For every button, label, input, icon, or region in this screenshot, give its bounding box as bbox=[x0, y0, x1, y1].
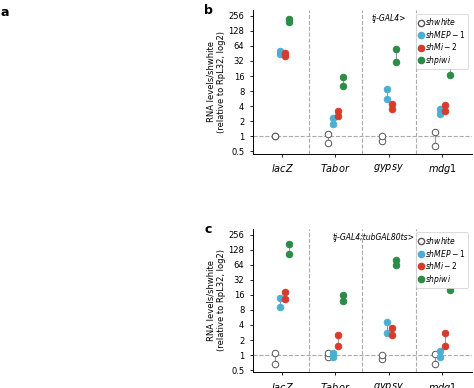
Text: a: a bbox=[0, 6, 9, 19]
Point bbox=[281, 289, 289, 295]
Point bbox=[329, 354, 337, 360]
Point bbox=[378, 355, 386, 362]
Point bbox=[339, 298, 346, 304]
Point bbox=[334, 343, 342, 350]
Point bbox=[339, 74, 346, 81]
Legend: $\it{shwhite}$, $\it{shMEP-1}$, $\it{shMi-2}$, $\it{shpiwi}$: $\it{shwhite}$, $\it{shMEP-1}$, $\it{shM… bbox=[416, 14, 468, 69]
Point bbox=[392, 262, 400, 268]
Point bbox=[392, 46, 400, 52]
Point bbox=[441, 108, 449, 114]
Point bbox=[383, 319, 391, 326]
Point bbox=[276, 51, 283, 57]
Point bbox=[378, 352, 386, 358]
Point bbox=[325, 139, 332, 146]
Point bbox=[446, 275, 454, 281]
Point bbox=[271, 133, 279, 139]
Point bbox=[388, 332, 395, 338]
Point bbox=[431, 129, 439, 135]
Point bbox=[378, 133, 386, 139]
Point bbox=[378, 138, 386, 144]
Point bbox=[286, 16, 293, 22]
Point bbox=[441, 330, 449, 336]
Point bbox=[286, 241, 293, 247]
Point bbox=[383, 330, 391, 336]
Text: c: c bbox=[204, 223, 212, 236]
Text: b: b bbox=[204, 4, 213, 17]
Y-axis label: RNA levels/shwhite
(relative to RpL32, log2): RNA levels/shwhite (relative to RpL32, l… bbox=[206, 249, 226, 352]
Point bbox=[271, 133, 279, 139]
Point bbox=[383, 96, 391, 102]
Point bbox=[388, 106, 395, 112]
Point bbox=[281, 296, 289, 303]
Y-axis label: RNA levels/shwhite
(relative to RpL32, log2): RNA levels/shwhite (relative to RpL32, l… bbox=[206, 31, 226, 133]
Point bbox=[334, 332, 342, 338]
Point bbox=[441, 343, 449, 350]
Point bbox=[281, 53, 289, 59]
Point bbox=[339, 83, 346, 89]
Point bbox=[334, 108, 342, 114]
Point bbox=[339, 292, 346, 298]
Point bbox=[325, 131, 332, 137]
Point bbox=[388, 100, 395, 107]
Point bbox=[325, 354, 332, 360]
Point bbox=[437, 111, 444, 117]
Text: tj-GAL4>: tj-GAL4> bbox=[371, 14, 406, 23]
Point bbox=[383, 85, 391, 92]
Text: tj-GAL4;tubGAL80ts>: tj-GAL4;tubGAL80ts> bbox=[332, 233, 414, 242]
Point bbox=[446, 72, 454, 78]
Point bbox=[446, 287, 454, 293]
Point bbox=[286, 251, 293, 257]
Point bbox=[276, 294, 283, 301]
Point bbox=[276, 48, 283, 54]
Point bbox=[392, 257, 400, 263]
Point bbox=[437, 348, 444, 354]
Point bbox=[441, 102, 449, 108]
Point bbox=[431, 361, 439, 367]
Legend: $\it{shwhite}$, $\it{shMEP-1}$, $\it{shMi-2}$, $\it{shpiwi}$: $\it{shwhite}$, $\it{shMEP-1}$, $\it{shM… bbox=[416, 232, 468, 288]
Point bbox=[431, 351, 439, 357]
Point bbox=[286, 19, 293, 25]
Point bbox=[388, 325, 395, 331]
Point bbox=[437, 354, 444, 360]
Point bbox=[446, 62, 454, 68]
Point bbox=[276, 304, 283, 310]
Point bbox=[334, 113, 342, 120]
Point bbox=[271, 350, 279, 356]
Point bbox=[329, 120, 337, 126]
Point bbox=[281, 50, 289, 56]
Point bbox=[437, 106, 444, 112]
Point bbox=[329, 350, 337, 356]
Point bbox=[271, 361, 279, 367]
Point bbox=[392, 59, 400, 66]
Point bbox=[431, 142, 439, 149]
Point bbox=[325, 350, 332, 356]
Point bbox=[329, 115, 337, 121]
